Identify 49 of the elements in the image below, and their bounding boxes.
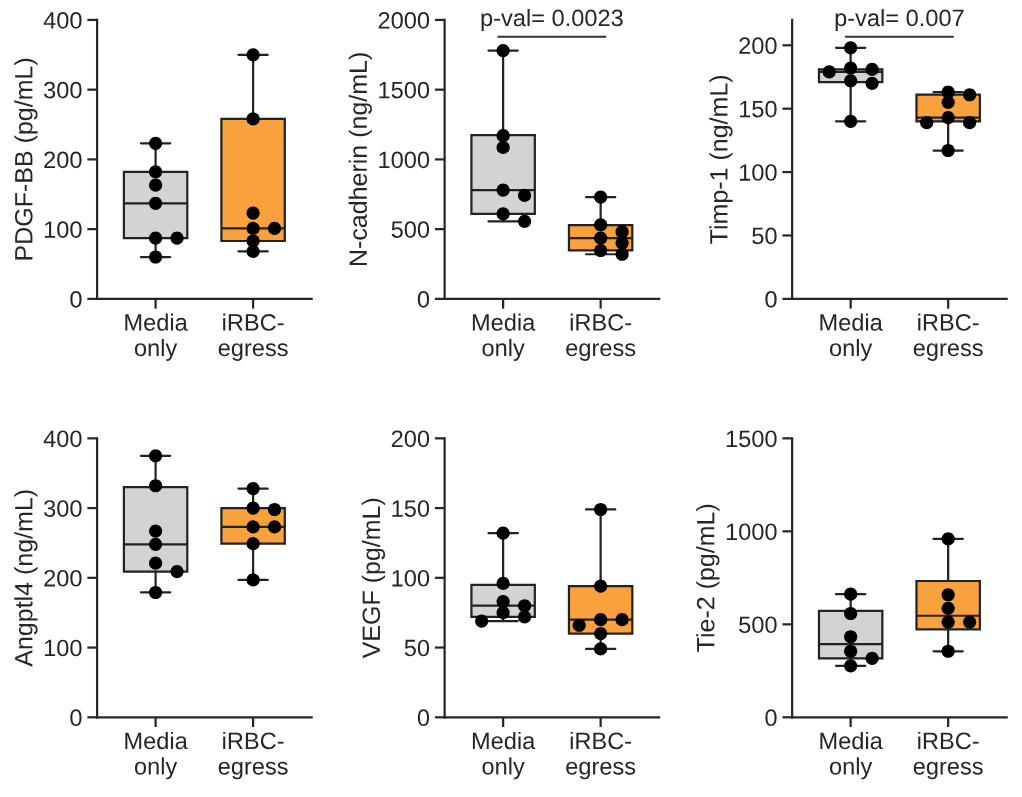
y-tick-label: 100 <box>44 221 82 238</box>
y-tick-label: 200 <box>739 37 777 55</box>
y-tick-label: 0 <box>70 709 82 727</box>
y-tick-label: 0 <box>765 709 777 727</box>
x-tick-label: iRBC- egress <box>218 731 288 780</box>
y-tick-label: 300 <box>44 500 82 517</box>
y-tick-label: 1000 <box>379 151 430 169</box>
x-tick-label: iRBC- egress <box>913 731 983 780</box>
y-tick-label: 100 <box>739 164 777 181</box>
y-tick-label: 200 <box>44 569 82 587</box>
y-tick-label: 50 <box>404 639 430 657</box>
y-tick-label: 400 <box>43 430 82 448</box>
y-axis-title: Tie-2 (pg/mL) <box>696 504 720 652</box>
y-tick-label: 1500 <box>726 430 777 448</box>
y-tick-label: 50 <box>752 227 777 245</box>
y-tick-label: 150 <box>392 500 430 517</box>
y-tick-label: 200 <box>44 151 82 169</box>
y-axis-title: Angptl4 (ng/mL) <box>14 490 38 667</box>
y-tick-label: 100 <box>392 569 430 587</box>
y-tick-label: 400 <box>43 11 82 29</box>
y-tick-label: 500 <box>391 221 430 238</box>
annotation: p-val= 0.0023 <box>481 8 623 31</box>
y-tick-label: 1000 <box>726 523 777 541</box>
x-tick-label: iRBC- egress <box>218 313 288 361</box>
y-tick-label: 100 <box>44 639 82 657</box>
x-tick-label: Media only <box>125 313 188 361</box>
y-axis-title: N-cadherin (ng/mL) <box>348 53 372 266</box>
x-tick-label: Media only <box>125 731 188 780</box>
y-tick-label: 1500 <box>379 81 430 99</box>
x-tick-label: iRBC- egress <box>566 313 636 361</box>
y-tick-label: 0 <box>417 290 430 308</box>
x-tick-label: iRBC- egress <box>566 731 636 780</box>
y-axis-title: VEGF (pg/mL) <box>361 498 386 659</box>
x-tick-label: Media only <box>472 313 536 361</box>
annotation: p-val= 0.007 <box>835 8 964 31</box>
y-tick-label: 150 <box>739 100 777 118</box>
x-tick-label: Media only <box>820 731 883 780</box>
y-axis-title: Timp-1 (ng/mL) <box>709 75 733 244</box>
y-axis-title: PDGF-BB (pg/mL) <box>14 58 38 260</box>
y-tick-label: 500 <box>739 616 777 634</box>
x-tick-label: Media only <box>472 731 536 780</box>
y-tick-label: 0 <box>70 290 82 308</box>
y-tick-label: 0 <box>765 290 777 308</box>
y-tick-label: 200 <box>391 430 430 448</box>
x-tick-label: iRBC- egress <box>913 313 983 361</box>
y-tick-label: 0 <box>417 709 430 727</box>
y-tick-label: 2000 <box>378 11 430 29</box>
x-tick-label: Media only <box>820 313 883 361</box>
y-tick-label: 300 <box>44 81 82 99</box>
